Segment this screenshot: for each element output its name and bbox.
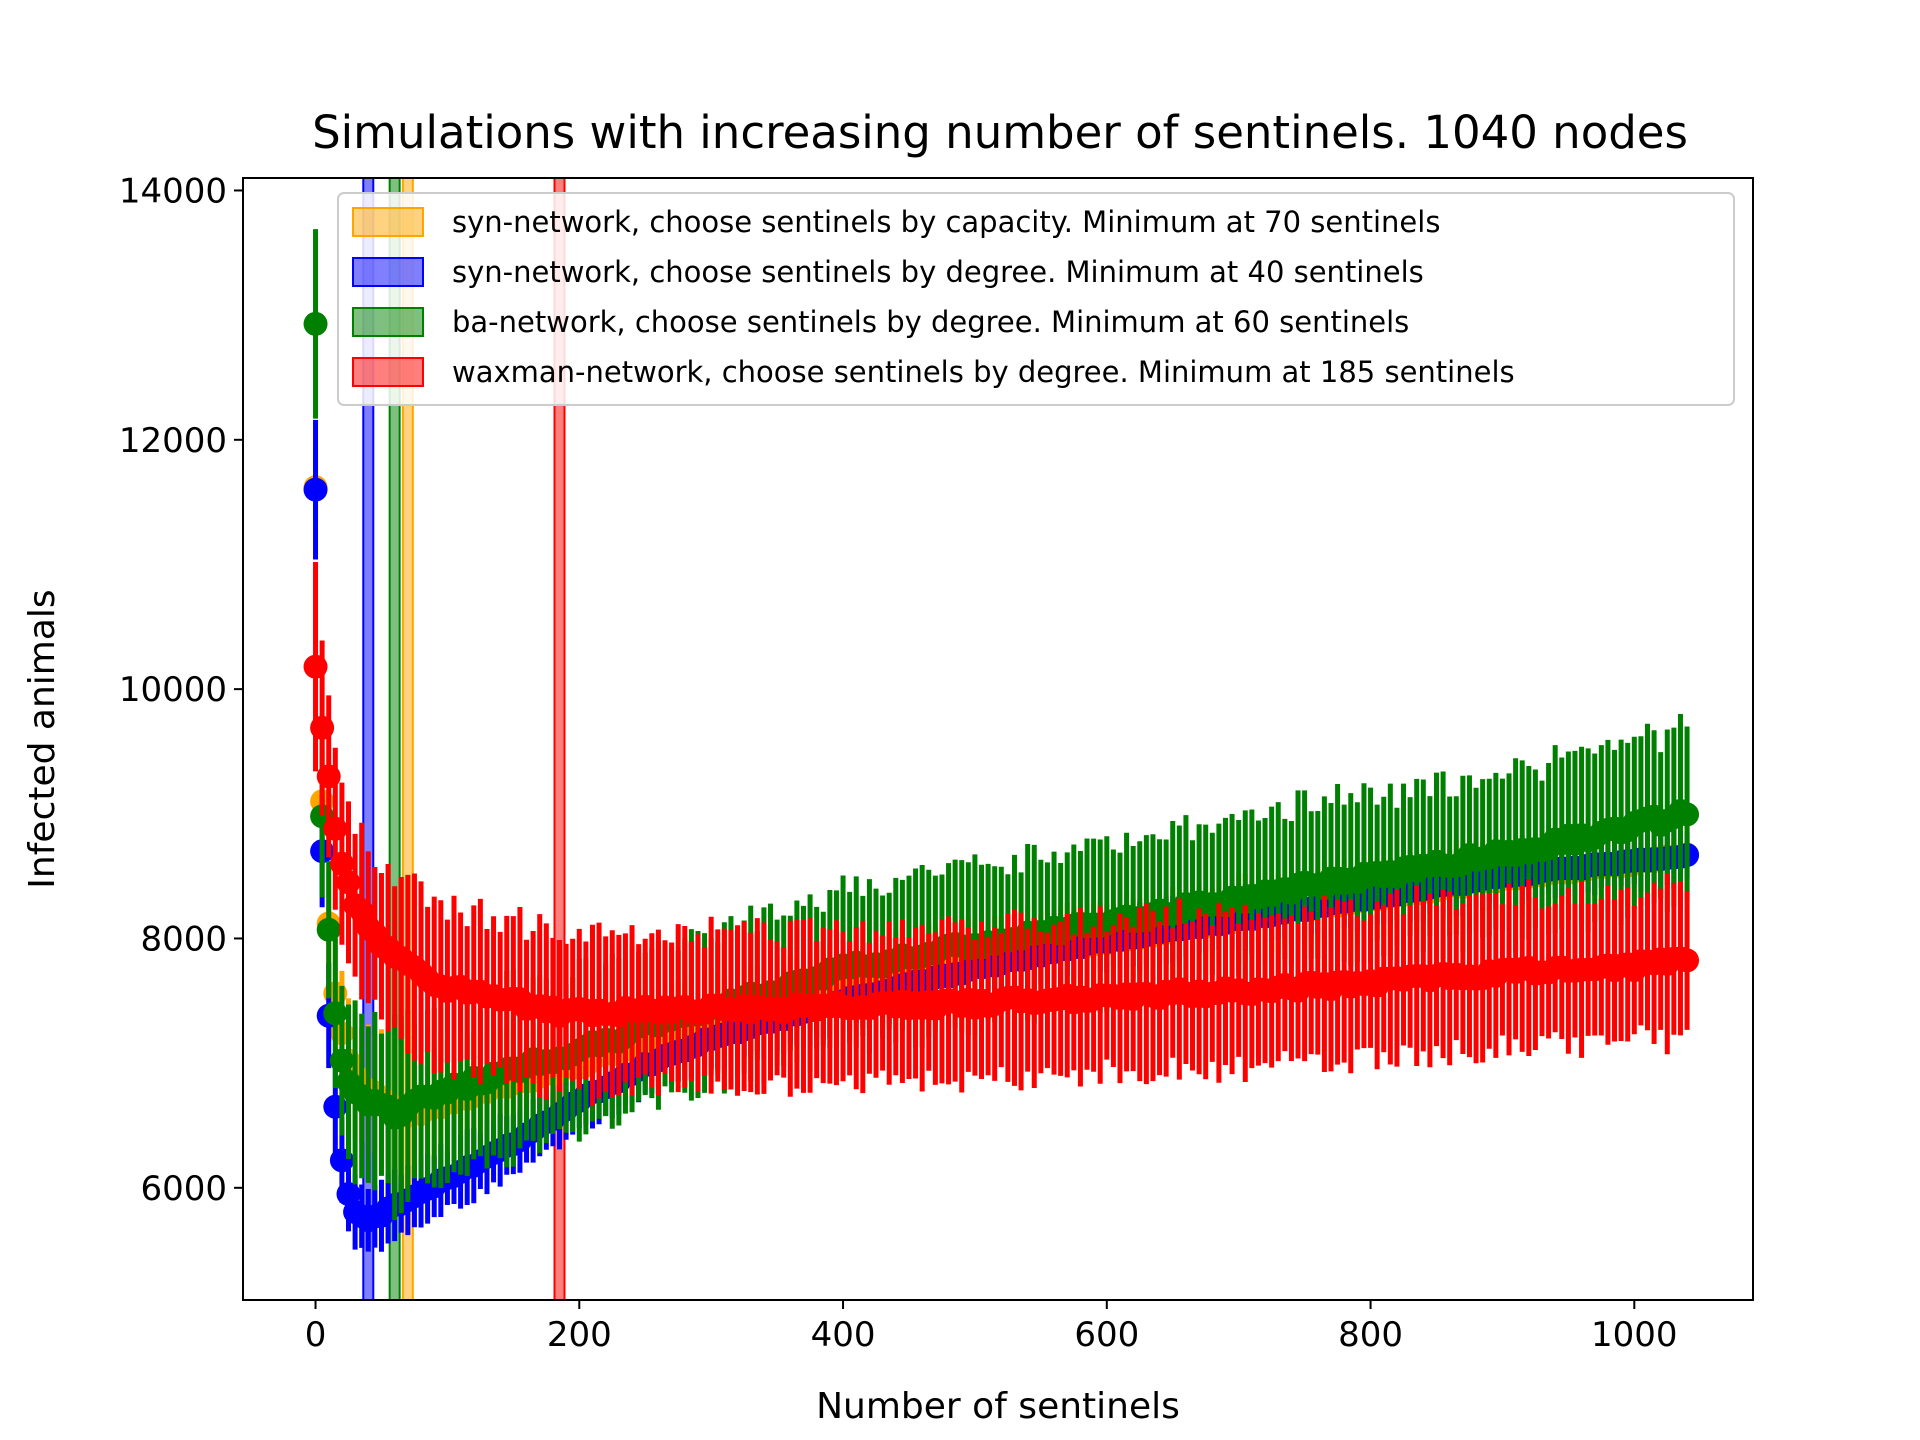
y-tick-label: 8000: [140, 919, 227, 959]
data-point: [316, 917, 341, 942]
data-point: [303, 311, 328, 336]
y-tick-label: 12000: [119, 421, 227, 461]
series-3: [303, 561, 1700, 1107]
data-point: [303, 477, 328, 502]
legend-swatch-3: [352, 357, 424, 387]
plot-data: [303, 178, 1700, 1300]
legend-label-2: ba-network, choose sentinels by degree. …: [452, 305, 1409, 339]
data-point: [1675, 802, 1700, 827]
legend-swatch-0: [352, 207, 424, 237]
data-point: [1675, 948, 1700, 973]
y-tick-label: 14000: [119, 171, 227, 211]
legend-label-3: waxman-network, choose sentinels by degr…: [452, 355, 1515, 389]
x-tick-label: 0: [305, 1315, 327, 1355]
x-tick-label: 800: [1338, 1315, 1403, 1355]
y-axis-label: Infected animals: [22, 589, 63, 888]
chart-title: Simulations with increasing number of se…: [312, 106, 1688, 159]
legend: syn-network, choose sentinels by capacit…: [337, 192, 1735, 406]
x-tick-label: 1000: [1591, 1315, 1678, 1355]
y-tick-label: 10000: [119, 670, 227, 710]
y-tick-label: 6000: [140, 1169, 227, 1209]
minimum-band-0: [401, 178, 414, 1300]
x-tick-label: 400: [811, 1315, 876, 1355]
axis-ticks: 0 200 400 600 800 1000 6000 8000 10000 12000 14000: [119, 171, 1678, 1355]
x-tick-label: 200: [547, 1315, 612, 1355]
legend-label-0: syn-network, choose sentinels by capacit…: [452, 205, 1440, 239]
legend-swatch-1: [352, 257, 424, 287]
minimum-band-2: [388, 178, 401, 1300]
x-axis-label: Number of sentinels: [816, 1386, 1180, 1427]
plot-frame: [242, 177, 1754, 1301]
legend-swatch-2: [352, 307, 424, 337]
legend-label-1: syn-network, choose sentinels by degree.…: [452, 255, 1424, 289]
minimum-band-1: [362, 178, 375, 1300]
x-tick-label: 600: [1074, 1315, 1139, 1355]
legend-box: [337, 192, 1735, 406]
minimum-band-3: [553, 178, 566, 1300]
